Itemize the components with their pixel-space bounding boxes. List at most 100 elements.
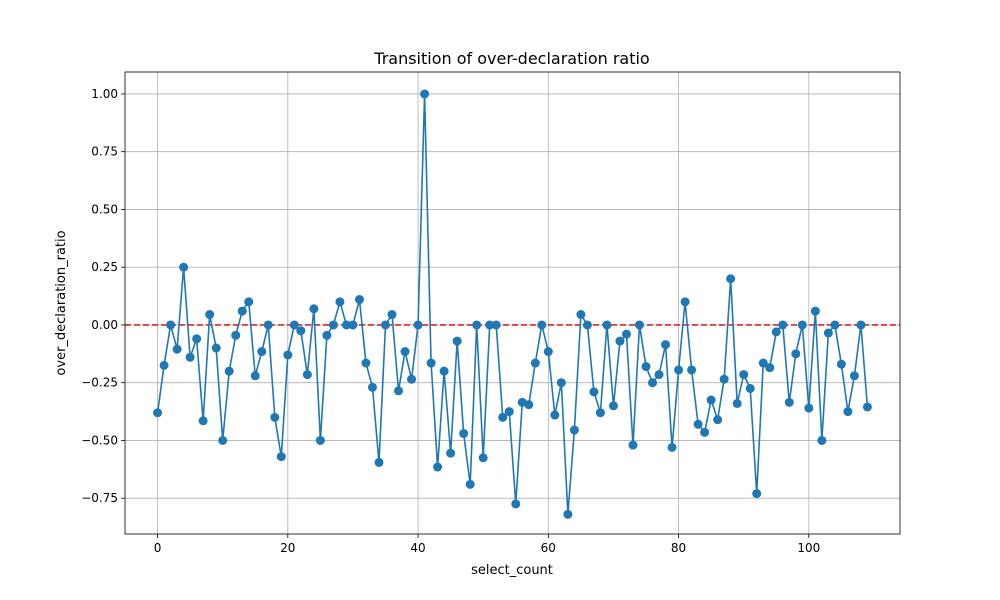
x-tick-label: 80 xyxy=(671,541,686,555)
data-point xyxy=(576,310,586,320)
data-point xyxy=(231,330,241,340)
data-point xyxy=(400,347,410,357)
data-point xyxy=(257,347,267,357)
plot-area-frame xyxy=(124,71,901,535)
data-point xyxy=(621,329,631,339)
series-layer xyxy=(153,89,872,519)
chart-title: Transition of over-declaration ratio xyxy=(373,49,649,68)
data-point xyxy=(348,320,358,330)
data-point xyxy=(491,320,501,330)
x-tick-label: 20 xyxy=(280,541,295,555)
data-point xyxy=(752,489,762,499)
data-point xyxy=(465,479,475,489)
data-point xyxy=(185,352,195,362)
data-point xyxy=(817,435,827,445)
data-point xyxy=(237,306,247,316)
data-point xyxy=(179,262,189,272)
y-tick-label: −0.25 xyxy=(81,376,118,390)
data-point xyxy=(407,374,417,384)
data-point xyxy=(420,89,430,99)
x-axis-label: select_count xyxy=(471,563,553,578)
data-point xyxy=(354,295,364,305)
data-point xyxy=(328,320,338,330)
data-point xyxy=(608,401,618,411)
data-point xyxy=(765,363,775,373)
grid xyxy=(125,72,900,534)
data-point xyxy=(804,403,814,413)
data-point xyxy=(530,358,540,368)
data-point xyxy=(218,435,228,445)
data-point xyxy=(615,336,625,346)
data-point xyxy=(719,374,729,384)
y-axis-label: over_declaration_ratio xyxy=(54,230,69,375)
data-point xyxy=(784,397,794,407)
data-point xyxy=(556,378,566,388)
y-tick-label: 0.75 xyxy=(91,145,118,159)
data-point xyxy=(589,387,599,397)
data-point xyxy=(211,343,221,353)
data-point xyxy=(667,442,677,452)
data-point xyxy=(856,320,866,330)
data-point xyxy=(478,453,488,463)
data-point xyxy=(172,344,182,354)
data-point xyxy=(394,386,404,396)
data-point xyxy=(693,419,703,429)
data-point xyxy=(628,440,638,450)
data-point xyxy=(836,359,846,369)
data-point xyxy=(778,320,788,330)
data-point xyxy=(244,297,254,307)
data-point xyxy=(700,427,710,437)
data-point xyxy=(674,365,684,375)
data-point xyxy=(758,358,768,368)
data-point xyxy=(374,457,384,467)
data-point xyxy=(452,336,462,346)
data-point xyxy=(446,448,456,458)
y-axis-ticks: −0.75 −0.50 −0.25 0.00 0.25 0.50 0.75 1.00 xyxy=(81,87,125,505)
data-point xyxy=(309,304,319,314)
data-point xyxy=(732,398,742,408)
data-point xyxy=(367,382,377,392)
data-point xyxy=(641,362,651,372)
data-point xyxy=(192,334,202,344)
data-point xyxy=(250,371,260,381)
data-point xyxy=(263,320,273,330)
data-point xyxy=(387,310,397,320)
data-point xyxy=(563,509,573,519)
data-point xyxy=(713,415,723,425)
data-point xyxy=(381,320,391,330)
data-point xyxy=(569,425,579,435)
data-point xyxy=(322,330,332,340)
data-point xyxy=(830,320,840,330)
data-point xyxy=(198,416,208,426)
data-point xyxy=(511,499,521,509)
data-point xyxy=(153,408,163,418)
data-point xyxy=(472,320,482,330)
data-point xyxy=(426,358,436,368)
data-point xyxy=(706,395,716,405)
x-axis-ticks: 0 20 40 60 80 100 xyxy=(154,534,820,555)
data-point xyxy=(485,320,495,330)
data-point xyxy=(315,435,325,445)
data-point xyxy=(459,429,469,439)
data-point xyxy=(843,407,853,417)
data-point xyxy=(797,320,807,330)
data-point xyxy=(810,306,820,316)
data-point xyxy=(166,320,176,330)
data-point xyxy=(537,320,547,330)
x-tick-label: 60 xyxy=(541,541,556,555)
data-point xyxy=(823,328,833,338)
data-point xyxy=(648,378,658,388)
data-point xyxy=(335,297,345,307)
x-tick-label: 100 xyxy=(797,541,820,555)
data-point xyxy=(276,452,286,462)
data-point xyxy=(661,340,671,350)
x-tick-label: 0 xyxy=(154,541,162,555)
data-point xyxy=(634,320,644,330)
data-point xyxy=(602,320,612,330)
data-point xyxy=(504,407,514,417)
data-point xyxy=(524,400,534,410)
data-point xyxy=(739,370,749,380)
data-point xyxy=(498,412,508,422)
data-point xyxy=(726,274,736,284)
